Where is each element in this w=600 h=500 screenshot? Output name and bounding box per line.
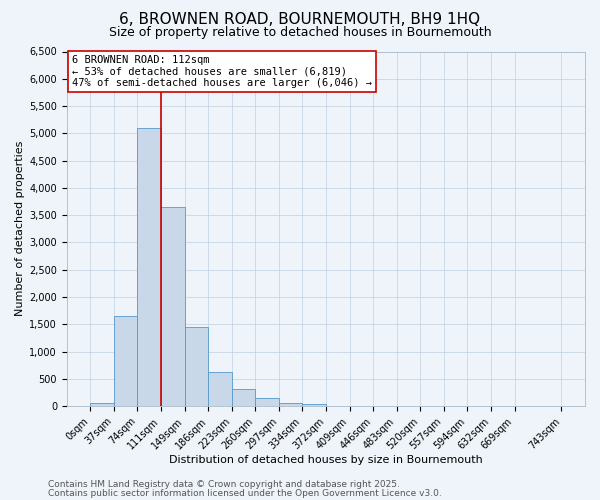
Text: Size of property relative to detached houses in Bournemouth: Size of property relative to detached ho… <box>109 26 491 39</box>
Bar <box>185 327 208 406</box>
Text: 6 BROWNEN ROAD: 112sqm
← 53% of detached houses are smaller (6,819)
47% of semi-: 6 BROWNEN ROAD: 112sqm ← 53% of detached… <box>72 55 372 88</box>
Bar <box>255 398 278 406</box>
Text: Contains HM Land Registry data © Crown copyright and database right 2025.: Contains HM Land Registry data © Crown c… <box>48 480 400 489</box>
Y-axis label: Number of detached properties: Number of detached properties <box>15 141 25 316</box>
Bar <box>232 388 255 406</box>
Text: 6, BROWNEN ROAD, BOURNEMOUTH, BH9 1HQ: 6, BROWNEN ROAD, BOURNEMOUTH, BH9 1HQ <box>119 12 481 28</box>
Bar <box>137 128 161 406</box>
Bar <box>91 404 114 406</box>
Bar <box>278 404 302 406</box>
Text: Contains public sector information licensed under the Open Government Licence v3: Contains public sector information licen… <box>48 488 442 498</box>
Bar <box>114 316 137 406</box>
X-axis label: Distribution of detached houses by size in Bournemouth: Distribution of detached houses by size … <box>169 455 483 465</box>
Bar <box>208 372 232 406</box>
Bar <box>161 207 185 406</box>
Bar <box>302 404 326 406</box>
